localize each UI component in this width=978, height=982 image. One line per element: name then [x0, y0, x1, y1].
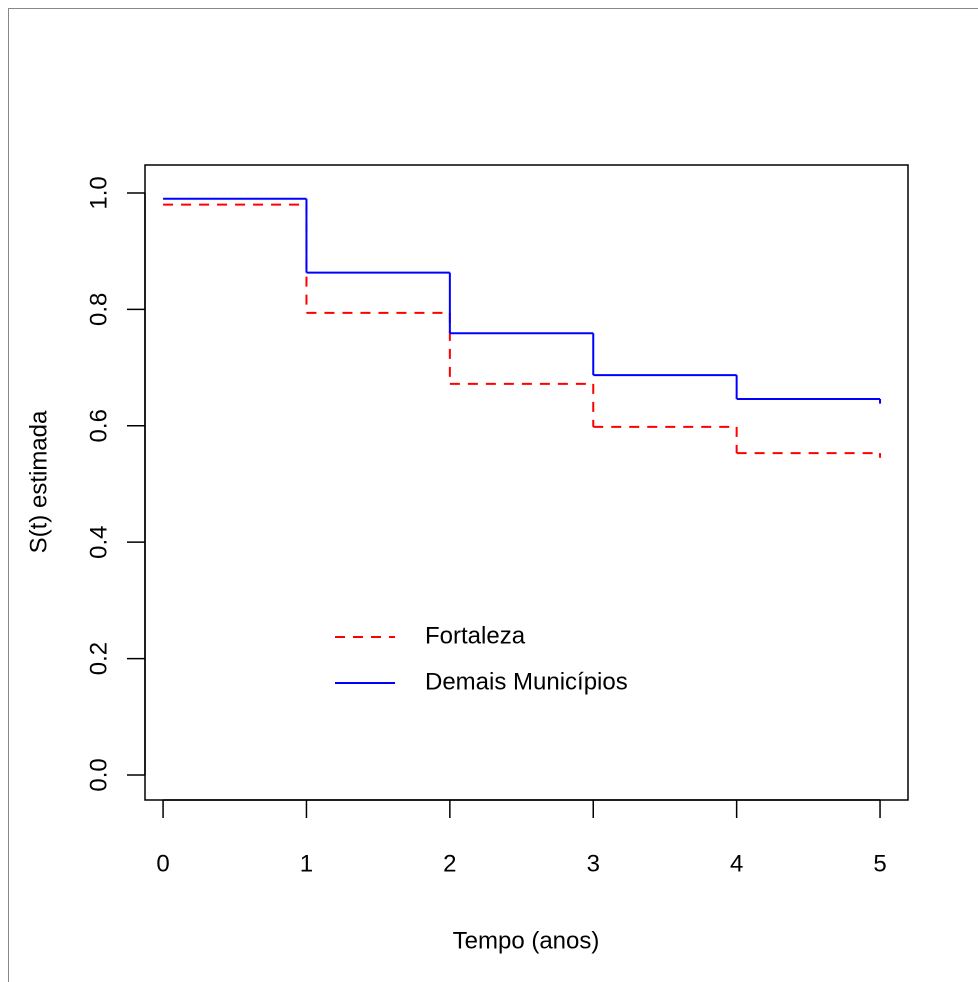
- x-axis-title: Tempo (anos): [453, 927, 600, 954]
- legend-label: Fortaleza: [425, 622, 526, 649]
- y-tick-label: 0.4: [85, 525, 112, 558]
- x-tick-label: 0: [156, 850, 169, 877]
- y-tick-label: 0.2: [85, 642, 112, 675]
- x-tick-label: 5: [873, 850, 886, 877]
- y-tick-label: 0.8: [85, 293, 112, 326]
- plot-box: [144, 164, 909, 801]
- x-tick-label: 2: [443, 850, 456, 877]
- y-axis-title: S(t) estimada: [25, 410, 52, 553]
- x-tick-label: 3: [587, 850, 600, 877]
- y-tick-label: 0.6: [85, 409, 112, 442]
- y-tick-label: 1.0: [85, 176, 112, 209]
- y-tick-label: 0.0: [85, 758, 112, 791]
- x-tick-label: 1: [300, 850, 313, 877]
- legend-label: Demais Municípios: [425, 668, 628, 695]
- x-tick-label: 4: [730, 850, 743, 877]
